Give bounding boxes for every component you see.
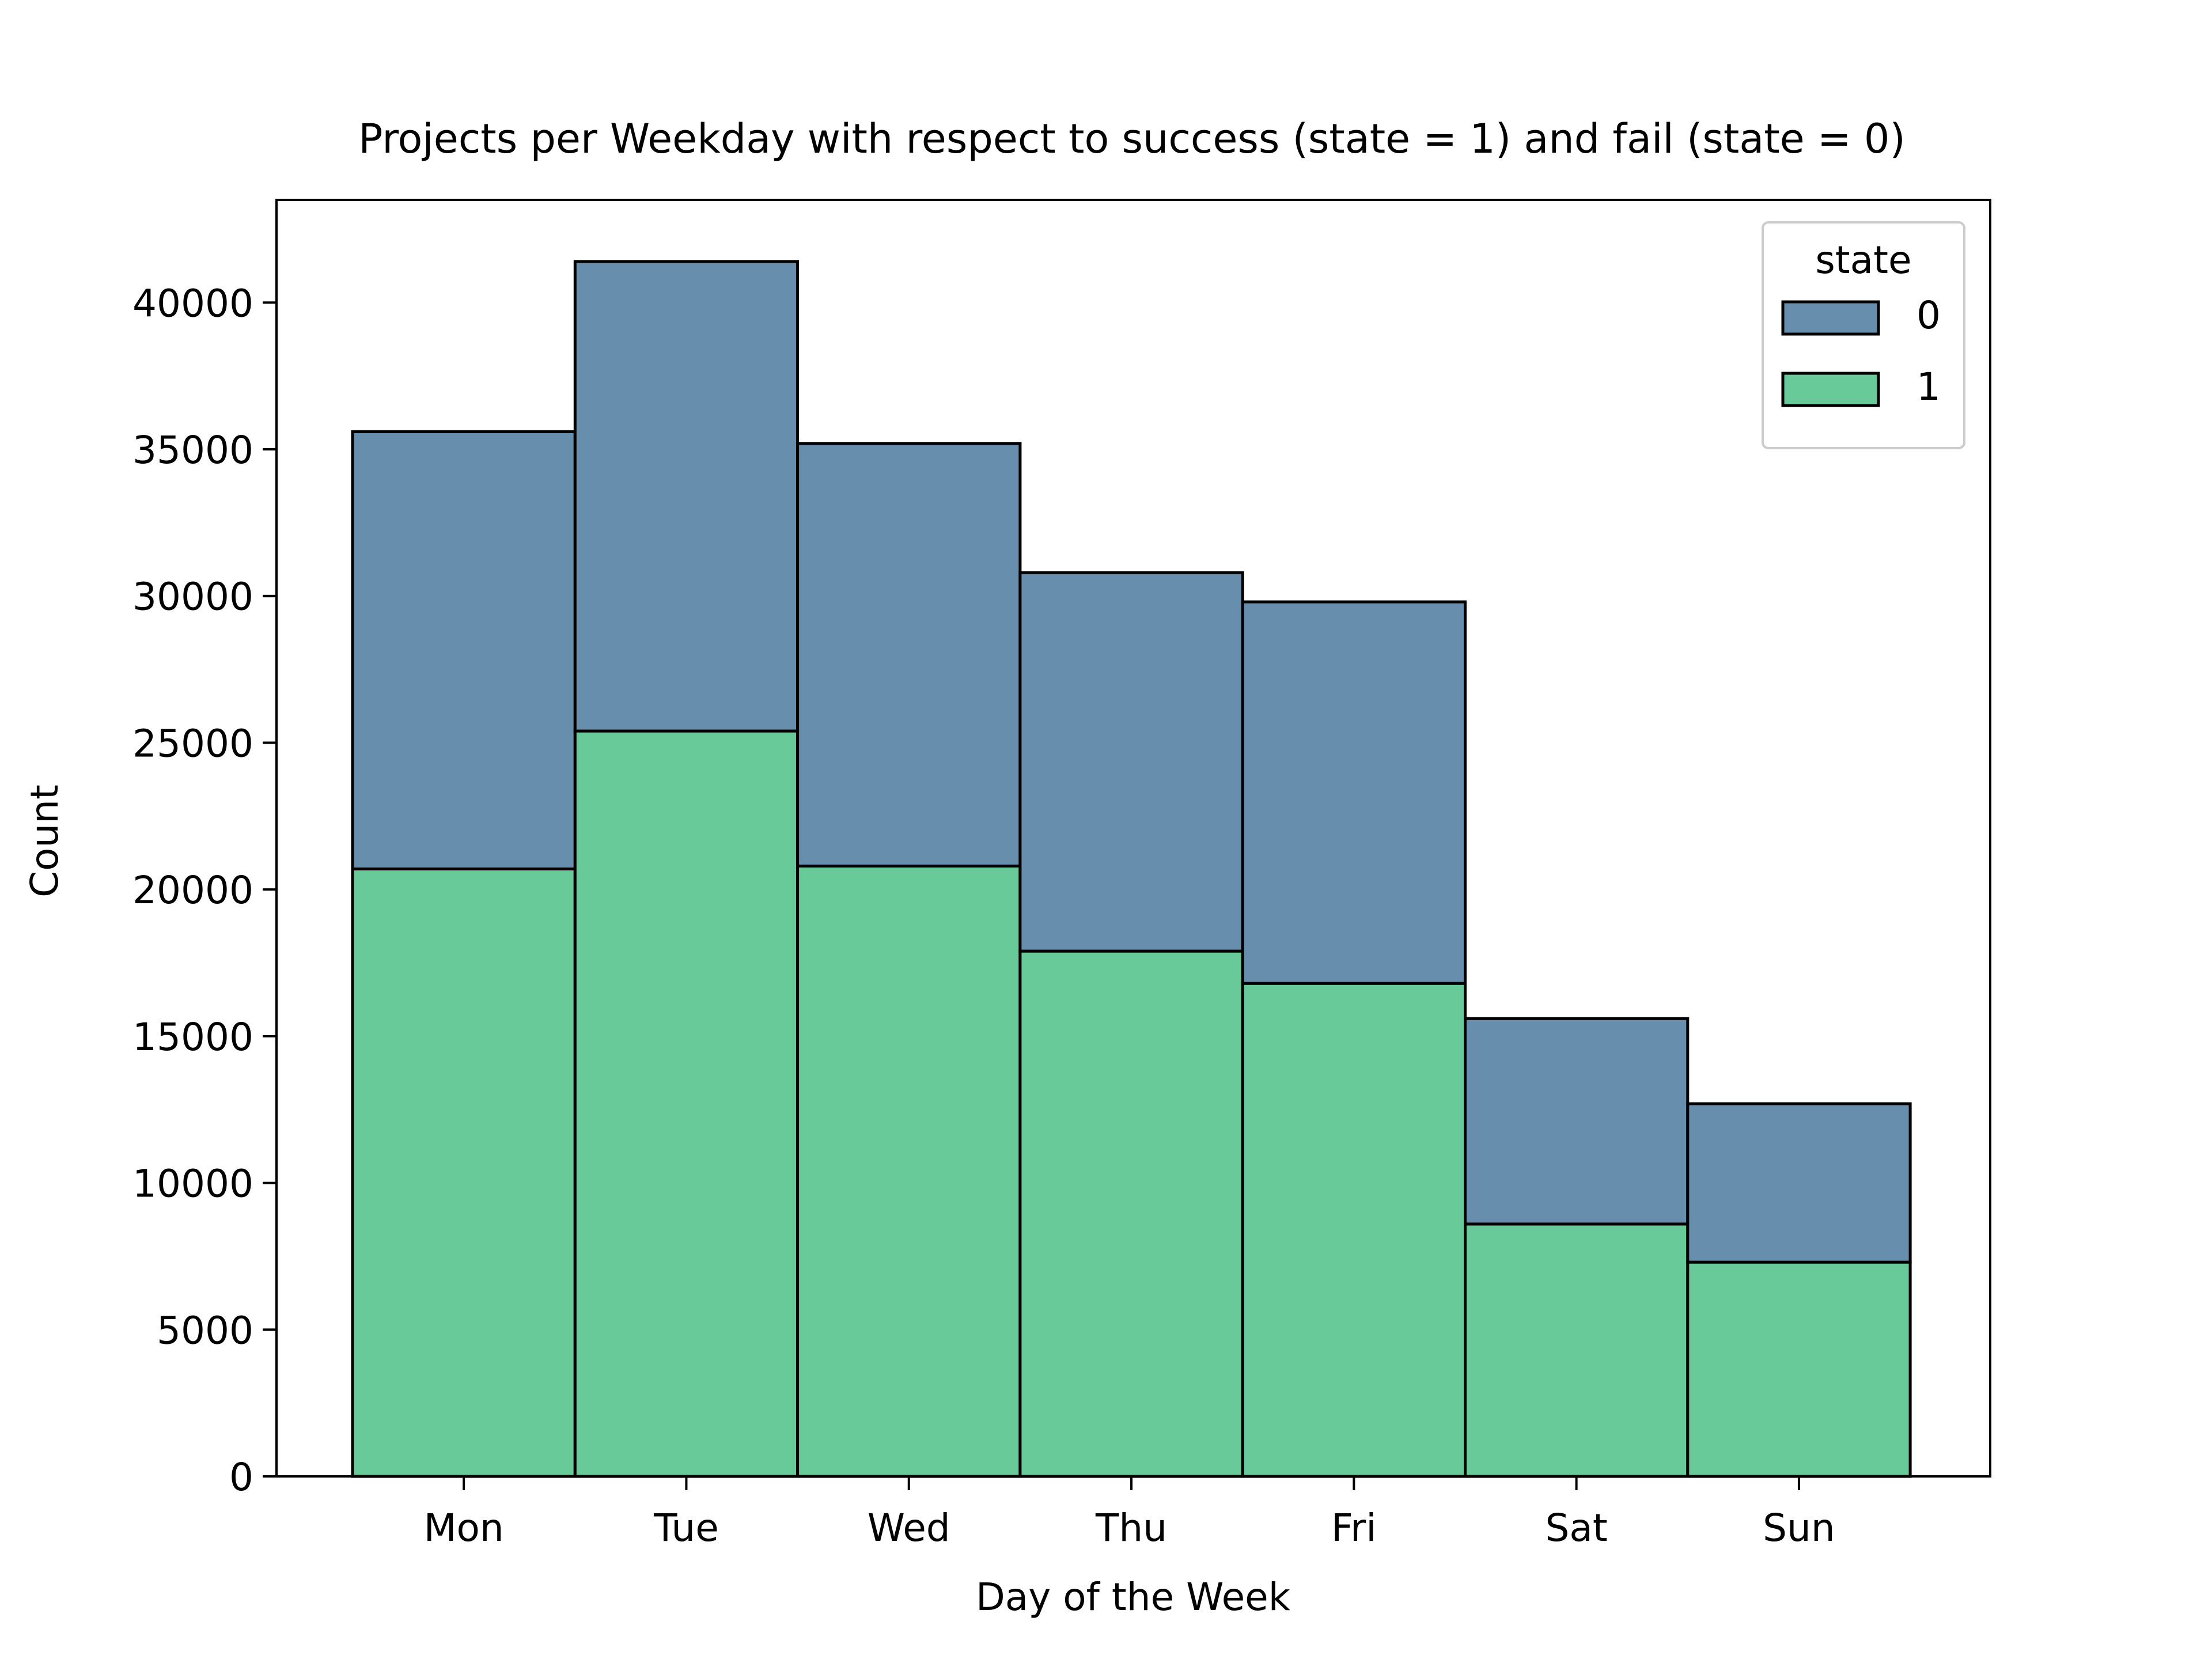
chart-title: Projects per Weekday with respect to suc…	[358, 115, 1906, 162]
legend-label-state-0: 0	[1916, 293, 1941, 338]
x-tick-label-tue: Tue	[653, 1506, 719, 1550]
bar-sat-state-1	[1464, 1222, 1690, 1478]
y-tick-label: 30000	[132, 575, 253, 619]
bar-fri-state-0	[1241, 600, 1467, 985]
y-tick-label: 15000	[132, 1015, 253, 1059]
bar-mon-state-0	[351, 430, 577, 870]
y-tick-label: 5000	[157, 1308, 253, 1353]
axes-layer: 0 5000 10000 15000 20000 25000 30000 35000 40000…	[132, 199, 1991, 1550]
x-tick-label-thu: Thu	[1095, 1506, 1167, 1550]
x-tick-label-sat: Sat	[1546, 1506, 1608, 1550]
bar-mon-state-1	[351, 867, 577, 1478]
y-tick-label: 25000	[132, 721, 253, 766]
plot-frame	[275, 199, 1991, 1478]
x-tick-label-fri: Fri	[1331, 1506, 1377, 1550]
x-tick-label-mon: Mon	[424, 1506, 504, 1550]
y-tick-label: 0	[229, 1455, 253, 1499]
bar-sun-state-1	[1686, 1260, 1912, 1478]
bar-thu-state-0	[1018, 571, 1244, 953]
bar-sat-state-0	[1464, 1017, 1690, 1226]
bar-tue-state-1	[573, 729, 800, 1478]
y-tick-label: 10000	[132, 1162, 253, 1206]
bars-layer	[351, 260, 1912, 1478]
bar-tue-state-0	[573, 260, 800, 733]
x-tick-label-sun: Sun	[1763, 1506, 1835, 1550]
bar-wed-state-0	[796, 442, 1022, 868]
bar-sun-state-0	[1686, 1102, 1912, 1264]
legend-label-state-1: 1	[1916, 365, 1941, 409]
bar-fri-state-1	[1241, 982, 1467, 1478]
y-tick-label: 35000	[132, 428, 253, 472]
y-axis-label: Count	[22, 785, 67, 897]
bar-wed-state-1	[796, 864, 1022, 1478]
bar-thu-state-1	[1018, 949, 1244, 1478]
x-axis-label: Day of the Week	[976, 1575, 1291, 1619]
y-tick-label: 40000	[132, 281, 253, 325]
y-tick-label: 20000	[132, 868, 253, 912]
x-tick-label-wed: Wed	[868, 1506, 950, 1550]
legend-title: state	[1815, 238, 1911, 282]
legend-swatch-state-1	[1781, 372, 1880, 407]
legend-swatch-state-0	[1781, 300, 1880, 336]
